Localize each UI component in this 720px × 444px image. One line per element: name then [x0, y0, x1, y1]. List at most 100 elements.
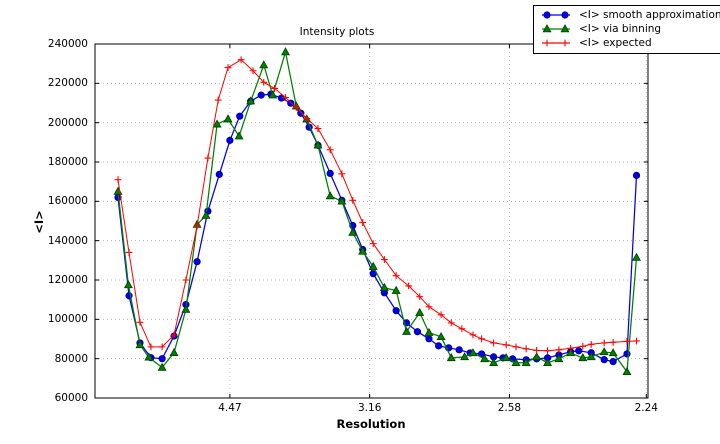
data-point-marker [136, 318, 144, 326]
data-point-marker [436, 332, 446, 341]
data-point-marker [223, 114, 233, 123]
data-point-marker [249, 67, 257, 75]
data-point-marker [236, 112, 244, 120]
legend-item: <I> via binning [539, 22, 720, 36]
data-point-marker [446, 353, 456, 362]
data-point-marker [521, 357, 531, 366]
data-point-marker [522, 345, 530, 353]
data-point-marker [575, 347, 583, 355]
data-point-marker [358, 246, 368, 255]
data-point-marker [379, 282, 389, 291]
data-point-marker [579, 342, 587, 350]
data-point-marker [314, 125, 322, 132]
series-1 [113, 47, 641, 376]
data-point-marker [226, 136, 234, 144]
data-point-marker [282, 94, 289, 101]
y-tick-label: 180000 [47, 156, 88, 168]
data-point-marker [326, 146, 334, 154]
data-point-marker [303, 115, 311, 122]
data-point-marker [292, 104, 300, 111]
y-axis-label: <I> [32, 210, 46, 234]
data-point-marker [425, 303, 433, 311]
data-point-marker [181, 304, 191, 313]
data-point-marker [542, 24, 552, 33]
data-point-marker [560, 24, 570, 33]
data-point-marker [480, 354, 490, 363]
x-tick-label: 4.47 [218, 402, 242, 414]
chart-title: Intensity plots [299, 26, 375, 38]
data-point-marker [469, 331, 477, 339]
data-point-marker [348, 227, 358, 236]
data-point-marker [632, 171, 641, 179]
data-point-marker [113, 186, 123, 195]
data-point-marker [416, 293, 424, 301]
data-point-marker [325, 191, 335, 200]
data-point-marker [458, 325, 466, 333]
y-tick-label: 220000 [47, 77, 88, 90]
data-point-marker [369, 240, 377, 248]
data-point-marker [204, 154, 212, 162]
x-axis-label: Resolution [336, 417, 406, 431]
data-point-marker [609, 338, 617, 346]
data-point-marker [490, 339, 498, 347]
data-point-marker [435, 342, 443, 350]
data-point-marker [158, 343, 166, 351]
data-point-marker [234, 131, 244, 140]
data-point-marker [511, 357, 521, 366]
data-point-marker [359, 219, 367, 226]
data-point-marker [587, 340, 595, 348]
x-tick-label: 2.24 [634, 402, 658, 414]
data-point-marker [158, 355, 166, 363]
data-point-marker [622, 367, 632, 376]
legend-label: <I> expected [579, 37, 652, 49]
data-point-marker [578, 353, 588, 362]
data-point-marker [114, 176, 122, 184]
data-point-marker [277, 94, 286, 102]
data-point-marker [135, 340, 145, 349]
data-point-marker [338, 170, 346, 178]
data-point-marker [271, 85, 279, 92]
data-point-marker [268, 90, 278, 99]
data-point-marker [413, 328, 422, 336]
data-point-marker [600, 356, 608, 364]
data-point-marker [257, 91, 265, 99]
series-0 [114, 90, 641, 366]
data-point-marker [337, 196, 347, 205]
data-point-marker [424, 327, 434, 336]
data-point-marker [543, 11, 551, 19]
legend: <I> smooth approximation <I> via binning… [533, 5, 720, 54]
data-point-marker [543, 39, 551, 47]
legend-line-circle-icon [542, 11, 570, 19]
data-point-marker [460, 352, 470, 361]
legend-line-triangle-icon [542, 24, 570, 33]
data-point-marker [313, 140, 323, 149]
data-point-marker [281, 47, 290, 56]
data-point-marker [368, 261, 378, 270]
data-point-marker [193, 222, 201, 230]
data-point-marker [501, 353, 511, 362]
data-point-marker [402, 326, 412, 335]
data-point-marker [502, 341, 510, 349]
legend-item: <I> smooth approximation [539, 8, 720, 22]
data-point-marker [349, 196, 357, 204]
data-point-marker [214, 96, 222, 104]
data-point-marker [169, 347, 179, 356]
series-line [117, 51, 638, 374]
data-point-marker [633, 337, 640, 345]
data-point-marker [246, 96, 256, 105]
y-tick-label: 80000 [54, 352, 88, 365]
data-point-marker [478, 335, 486, 343]
data-point-marker [561, 39, 569, 47]
legend-line-plus-icon [542, 39, 570, 47]
legend-label: <I> via binning [579, 23, 662, 35]
data-point-marker [455, 346, 463, 354]
data-point-marker [392, 307, 400, 315]
data-point-marker [608, 348, 618, 357]
series-line [117, 59, 637, 352]
data-point-marker [468, 348, 478, 357]
data-point-marker [201, 210, 211, 219]
data-point-marker [259, 60, 269, 69]
data-point-marker [532, 352, 542, 361]
data-point-marker [170, 331, 178, 339]
data-point-marker [144, 352, 154, 361]
